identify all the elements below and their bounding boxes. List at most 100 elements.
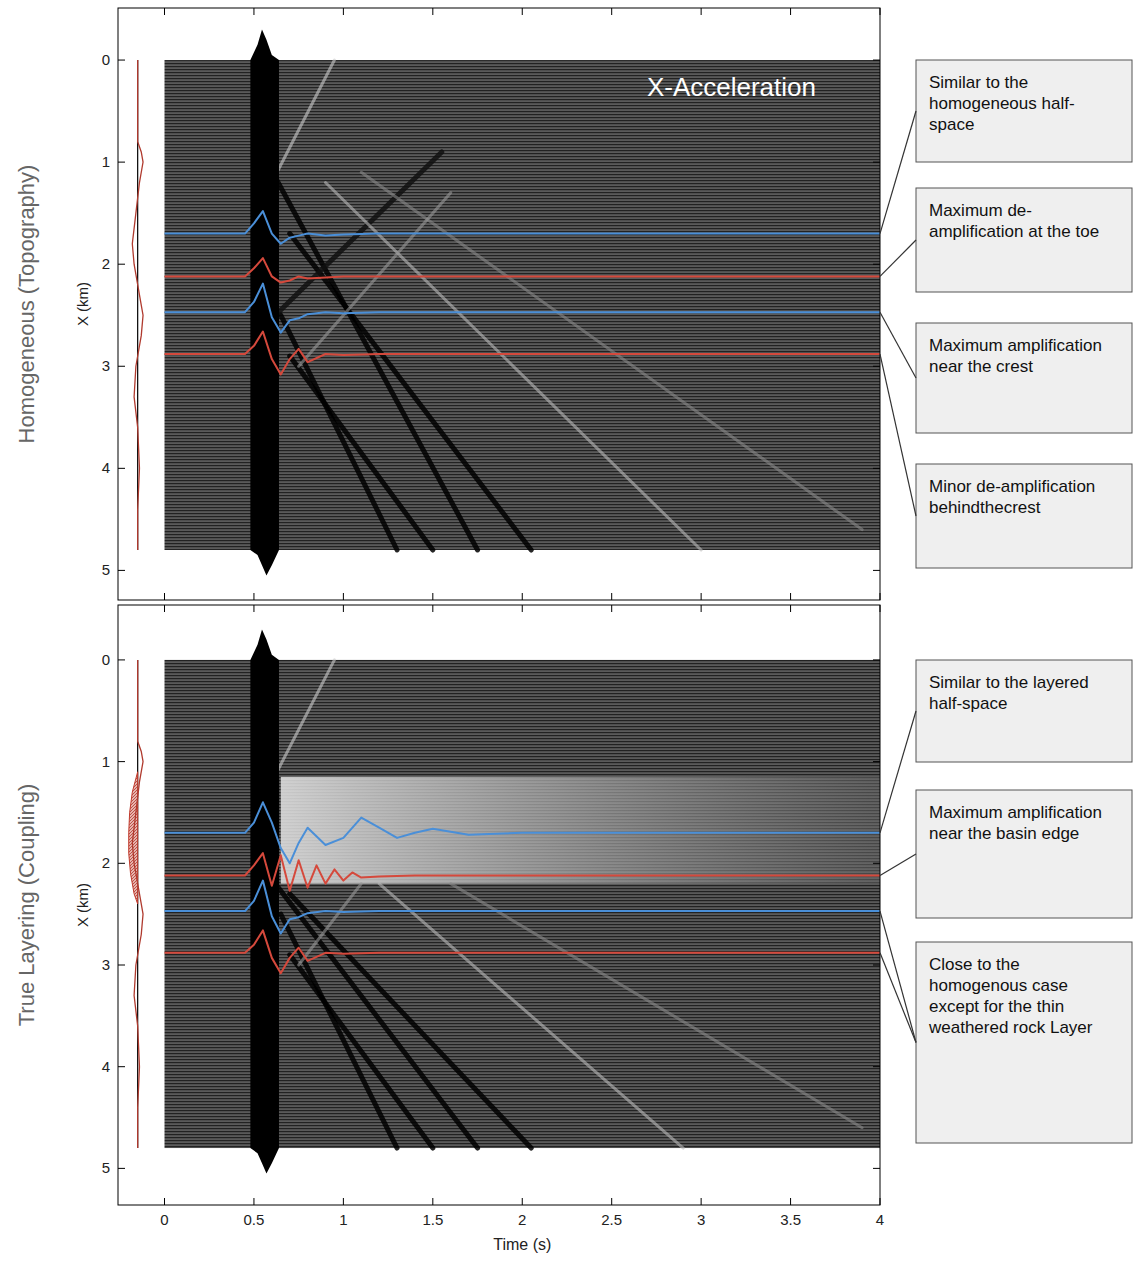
annotation-text: Minor de-amplification behindthecrest <box>929 477 1095 517</box>
x-tick <box>701 605 702 612</box>
annotation-text: Maximum amplification near the basin edge <box>929 803 1102 843</box>
leader-line <box>880 240 916 276</box>
y-tick-label: 0 <box>102 51 110 68</box>
highlight-trace <box>165 332 880 375</box>
y-tick <box>118 761 125 762</box>
x-tick <box>253 593 254 600</box>
x-tick <box>164 605 165 612</box>
x-tick <box>343 605 344 612</box>
y-tick <box>118 264 125 265</box>
y-tick-label: 5 <box>102 1159 110 1176</box>
annotation-box <box>916 188 1132 292</box>
annotation-text: Similar to the layered half-space <box>929 673 1089 713</box>
x-tick <box>432 8 433 15</box>
annotation-text: Close to thehomogenous caseexcept for th… <box>928 955 1093 1037</box>
y-tick <box>118 162 125 163</box>
wavefront <box>379 884 683 1148</box>
annotation-line: homogenous case <box>929 976 1068 995</box>
x-tick <box>790 8 791 15</box>
wavefront <box>325 183 701 550</box>
x-tick-label: 2 <box>518 1211 526 1228</box>
x-tick <box>522 8 523 15</box>
annotation-box <box>916 60 1132 162</box>
annotation-line: Minor de-amplification <box>929 477 1095 496</box>
x-tick <box>701 1198 702 1205</box>
y-tick-label: 4 <box>102 1058 110 1075</box>
profile-line <box>132 660 143 1148</box>
y-tick <box>118 366 125 367</box>
x-tick <box>343 1198 344 1205</box>
frame <box>118 8 880 600</box>
annotation-box <box>916 660 1132 762</box>
leader-line <box>880 111 916 234</box>
y-tick <box>118 1168 125 1169</box>
annotation-line: half-space <box>929 694 1007 713</box>
x-tick <box>880 605 881 612</box>
x-axis-title: Time (s) <box>493 1236 551 1253</box>
y-tick-label: 3 <box>102 357 110 374</box>
wavefront <box>272 60 335 182</box>
annotation-line: behindthecrest <box>929 498 1041 517</box>
x-tick <box>522 605 523 612</box>
x-tick <box>253 605 254 612</box>
x-tick <box>432 1198 433 1205</box>
wavefront <box>275 884 477 1148</box>
y-tick-label: 0 <box>102 651 110 668</box>
x-tick <box>790 605 791 612</box>
highlight-trace <box>165 881 880 934</box>
annotation-line: space <box>929 115 974 134</box>
x-tick <box>611 593 612 600</box>
panel-title: X-Acceleration <box>647 72 816 102</box>
x-tick <box>432 605 433 612</box>
plot-area <box>132 29 880 575</box>
x-tick <box>880 1198 881 1205</box>
panel-label: True Layering (Coupling) <box>14 784 39 1027</box>
y-tick <box>873 1066 880 1067</box>
x-tick-label: 3.5 <box>780 1211 801 1228</box>
y-tick-label: 1 <box>102 153 110 170</box>
annotation-line: Maximum amplification <box>929 336 1102 355</box>
profile-line <box>132 60 143 550</box>
x-tick <box>164 593 165 600</box>
wavefront <box>272 660 335 782</box>
y-tick <box>873 863 880 864</box>
y-tick-label: 4 <box>102 459 110 476</box>
annotation-line: near the basin edge <box>929 824 1079 843</box>
x-tick <box>880 593 881 600</box>
annotation-text: Maximum de-amplification at the toe <box>929 201 1099 241</box>
x-tick-label: 1 <box>339 1211 347 1228</box>
annotation-box <box>916 790 1132 918</box>
y-tick <box>118 965 125 966</box>
annotation-line: Maximum amplification <box>929 803 1102 822</box>
y-tick-label: 2 <box>102 854 110 871</box>
annotation-box <box>916 942 1132 1143</box>
y-tick <box>118 468 125 469</box>
y-tick <box>118 60 125 61</box>
x-tick <box>343 8 344 15</box>
annotation-box <box>916 323 1132 433</box>
annotation-line: Similar to the <box>929 73 1028 92</box>
wavefront <box>451 884 862 1128</box>
leader-line <box>880 312 916 378</box>
annotation-line: Similar to the layered <box>929 673 1089 692</box>
leader-line <box>880 711 916 833</box>
y-tick <box>118 1066 125 1067</box>
annotation-line: Maximum de- <box>929 201 1032 220</box>
panel-label: Homogeneous (Topography) <box>14 165 39 444</box>
x-tick <box>790 1198 791 1205</box>
basin-response <box>281 777 880 884</box>
x-tick <box>522 593 523 600</box>
annotation-line: weathered rock Layer <box>928 1018 1093 1037</box>
y-tick <box>873 60 880 61</box>
x-tick <box>790 593 791 600</box>
x-tick <box>611 8 612 15</box>
x-tick-label: 4 <box>876 1211 884 1228</box>
annotation-box <box>916 464 1132 568</box>
leader-line <box>880 911 916 1042</box>
x-tick <box>880 8 881 15</box>
annotation-text: Maximum amplificationnear the crest <box>929 336 1102 376</box>
x-tick <box>432 593 433 600</box>
wavefront <box>290 955 433 1148</box>
y-tick <box>118 570 125 571</box>
x-tick-label: 1.5 <box>422 1211 443 1228</box>
